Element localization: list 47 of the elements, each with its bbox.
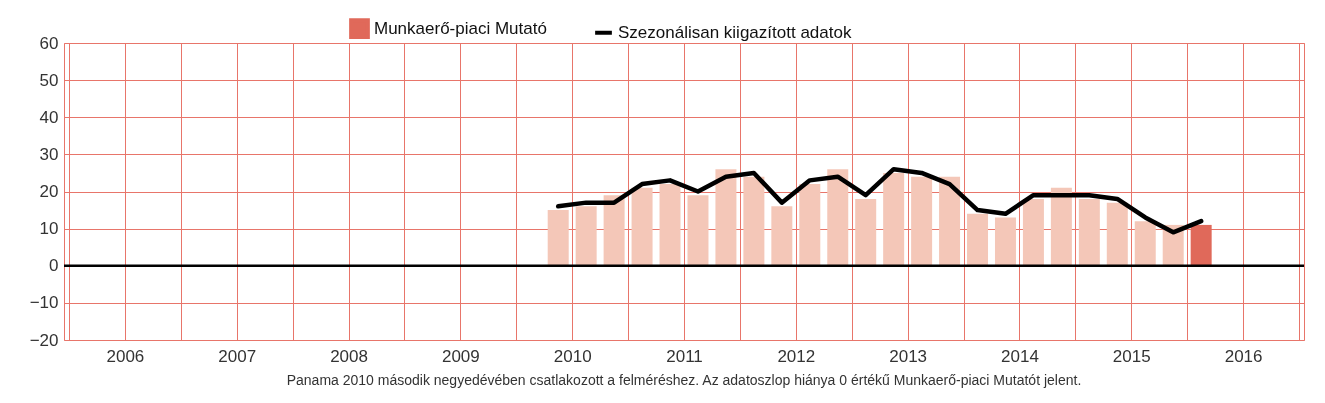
text: Panama 2010 második negyedévében csatlakozott a felméréshez. Az adatoszlop hiánya 0 értékű Munkaerő-piaci Mutatót jelent. [286,372,1082,388]
legend-label: Munkaerő-piaci Mutató [374,18,547,38]
bar [1190,224,1212,266]
bar [547,210,569,266]
x-tick-label: 2015 [1112,346,1151,366]
bar [1050,187,1072,266]
bar [1134,221,1156,266]
y-tick-label: −10 [29,293,59,313]
bar [855,198,877,266]
bar [659,184,681,266]
bar [575,206,597,266]
x-tick-label: 2011 [666,346,703,366]
legend-label: Szezonálisan kiigazított adatok [618,22,852,42]
y-tick-label: 20 [39,182,59,201]
y-tick-label: −20 [29,330,59,350]
bar [939,176,961,266]
bar [687,195,709,266]
bar [827,169,849,266]
x-tick-label: 2007 [218,346,257,366]
bar [994,217,1016,266]
bar [967,213,989,266]
x-tick-label: 2008 [330,346,368,366]
x-tick-label: 2012 [777,346,816,366]
bar [799,184,821,266]
y-tick-label: 10 [39,219,59,239]
bar [771,206,793,266]
y-tick-label: 0 [49,256,59,276]
y-tick-label: 40 [39,107,59,127]
x-tick-label: 2014 [1001,346,1039,366]
y-tick-label: 50 [39,70,59,90]
bar [743,176,765,266]
bar [603,195,625,266]
x-tick-label: 2006 [106,346,145,366]
y-tick-label: 60 [39,33,59,53]
y-tick-label: 30 [39,144,59,164]
bar [1022,198,1044,266]
bar [1078,198,1100,266]
bar [715,169,737,266]
x-tick-label: 2010 [553,346,592,366]
bar [1106,202,1128,266]
line-series [555,166,1204,235]
x-tick-label: 2013 [889,346,928,366]
x-tick-label: 2009 [441,346,480,366]
bar [631,187,653,266]
bar [911,176,933,266]
bar [883,172,905,266]
x-tick-label: 2016 [1224,346,1263,366]
